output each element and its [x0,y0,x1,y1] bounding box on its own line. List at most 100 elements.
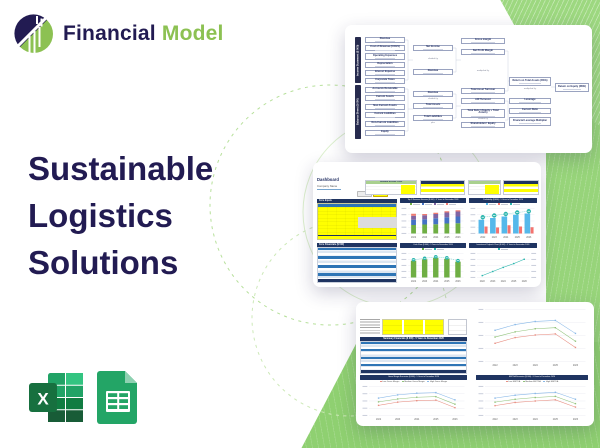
decor-shape: Accounts Receivable [372,86,398,90]
decor-shape [422,219,428,225]
decor-shape [108,393,118,397]
decor-shape: 2026 [573,418,579,420]
svg-graphic: 2022 2023 2024 2025 2026 [470,252,537,283]
decor-shape [416,399,418,402]
core-inputs-total-row [318,235,396,239]
decor-shape [374,99,396,101]
decor-shape [554,333,557,335]
chart-title: Cash Flow ($ 000) - 5 Years to December … [400,243,466,248]
decor-shape: Return on Total Assets (ROA) [512,78,548,82]
decor-shape: 2022 [480,237,486,239]
decor-shape: 2022 [411,281,417,283]
decor-shape [478,414,484,416]
decor-shape [436,203,444,205]
decor-shape [512,203,520,205]
decor-shape [28,35,31,53]
decor-shape: 2026 [455,237,461,239]
decor-shape: Net Profit Margin [472,48,494,52]
brand-logo-icon [14,14,53,53]
dupont-node: Operating Expenses [365,53,405,60]
mini-table-4 [503,180,539,195]
decor-shape [119,399,128,403]
decor-shape [362,392,368,394]
cash-flow-chart: 2022 2023 2024 2025 2026 [400,251,466,283]
decor-shape [377,396,380,399]
hero-title: Sustainable Logistics Solutions [28,146,213,287]
dupont-analysis-preview: Income Statement ($ 000) Balance Sheet (… [345,25,592,153]
table-header-row [361,341,466,344]
decor-shape [374,133,396,135]
legend-entry [510,203,520,206]
decor-shape [422,203,424,206]
decor-shape [374,41,396,43]
decor-shape: Total Debt / (Equity + Total Assets) [467,108,499,115]
decor-shape [510,203,513,206]
legend-entry [422,248,432,251]
chart-legend: Low Gross Margin Medium Gross Margin High … [360,380,467,384]
decor-shape [362,414,368,416]
decor-shape: 2023 [395,418,401,420]
decor-shape: Non-Current Assets [373,103,397,107]
dupont-node: Financial Leverage Multiplier [509,117,551,126]
decor-shape [444,212,450,218]
legend-entry [498,248,508,251]
decor-shape [507,225,511,234]
assumptions-rows [366,184,416,194]
decor-shape [481,274,483,277]
decor-shape [574,405,577,408]
decor-shape: 2025 [553,365,559,367]
decor-shape [574,346,577,349]
decor-shape [519,122,541,124]
profitability-chart: 2022 2023 2024 2025 2026 [469,206,537,239]
excel-icon: X [29,373,83,422]
decor-shape [470,264,476,266]
decor-shape [574,332,577,335]
chart-legend [400,203,466,206]
chart-title: Profitability ($ 000) - 5 Years to Decem… [469,198,537,203]
decor-shape [534,334,536,336]
decor-shape: 2024 [533,418,539,420]
decor-shape [422,224,428,234]
mini-table-2 [420,180,465,195]
decor-shape [416,392,418,394]
mini-table-3-header [469,181,500,185]
dupont-node: Net Profit Margin [461,48,505,55]
decor-shape: Revenue [427,69,439,73]
decor-shape [470,207,476,209]
decor-shape [514,331,516,333]
assumptions-header: GENERAL ASSUMPTIONS [366,181,416,185]
decor-shape [531,264,537,266]
decor-shape [531,258,537,260]
gross-margin-scenarios-panel: Gross Margin Scenarios ($ 000) - 5 Years… [360,375,467,423]
decor-shape [374,116,396,118]
dupont-operator: plus [430,122,435,125]
table-subtotal-row [361,348,466,351]
decor-shape [434,256,437,258]
decor-shape: 2026 [522,281,528,283]
decor-shape [504,213,507,215]
decor-shape: Equity [381,129,389,133]
decor-shape [492,270,494,273]
decor-shape [38,27,41,47]
decor-shape [422,95,444,97]
svg-graphic: 2022 2023 2024 2025 2026 [401,252,464,283]
decor-shape [478,308,484,310]
decor-shape [454,398,456,401]
decor-shape [478,347,484,349]
svg-graphic: 2022 2023 2024 2025 2026 [478,308,586,367]
decor-shape [424,203,432,205]
decor-shape [500,248,508,250]
dupont-node: Revenue [413,69,453,76]
decor-shape [494,401,496,403]
decor-shape: Total Liabilities [423,115,442,119]
decor-shape [455,211,461,217]
decor-shape: Non-Current Liabilities [371,121,399,124]
decor-shape [470,276,476,278]
brand-word-model: Model [161,22,224,45]
dupont-operator: divided by [478,118,488,121]
legend-entry [410,203,420,206]
scenario-line-chart: 2022 2023 2024 2025 2026 [476,307,588,367]
decor-shape [524,213,531,234]
decor-shape [523,258,525,260]
decor-shape: Net Income [426,45,440,49]
